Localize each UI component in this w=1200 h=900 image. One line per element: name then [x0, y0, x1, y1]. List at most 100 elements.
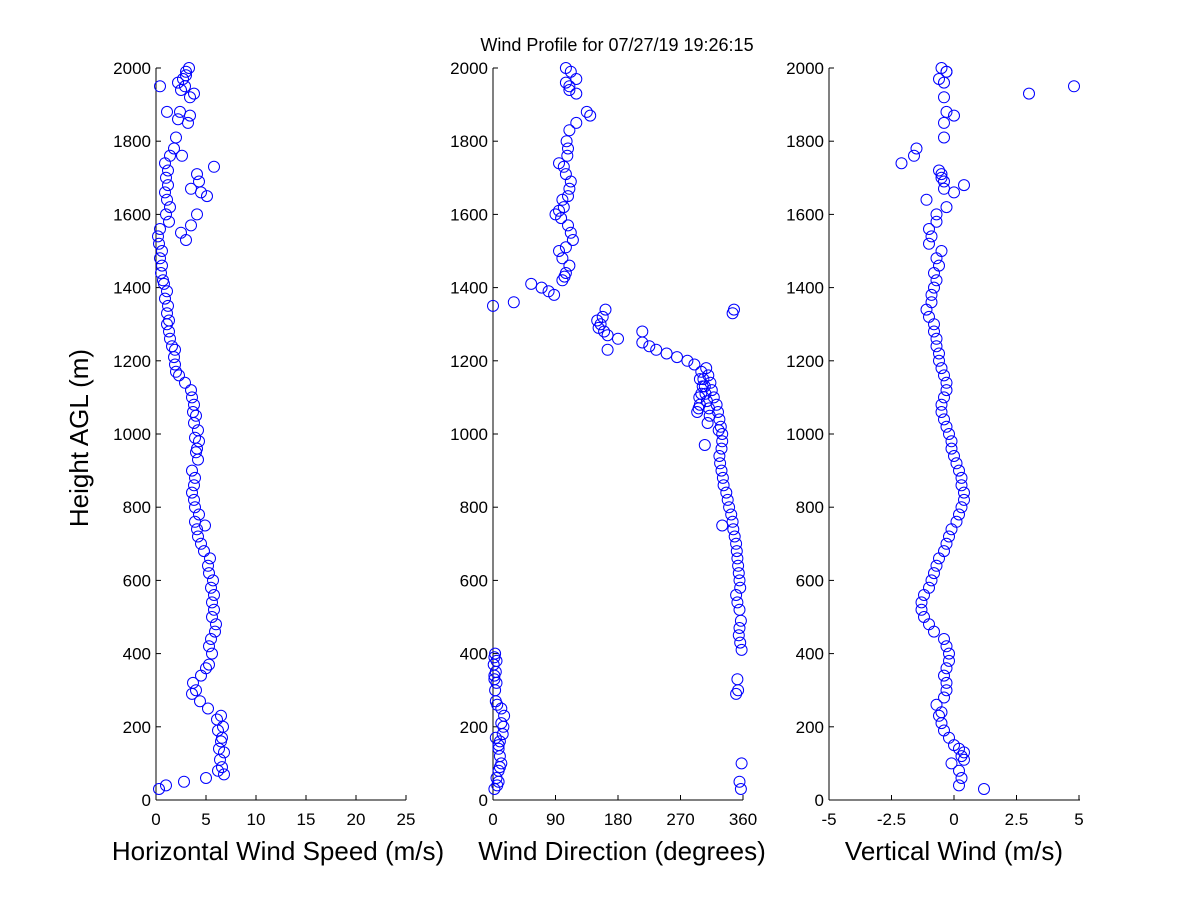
y-tick-label: 1600 [786, 205, 824, 224]
data-point [734, 783, 747, 795]
data-point [915, 603, 928, 616]
data-point [938, 633, 950, 645]
marker-group [487, 62, 748, 795]
data-point [928, 281, 940, 294]
x-tick-label: -2.5 [877, 810, 906, 829]
data-point [714, 457, 727, 470]
data-point [208, 603, 220, 616]
y-tick-label: 1200 [786, 352, 824, 371]
data-point [195, 537, 207, 550]
data-point [945, 757, 958, 770]
data-point [185, 384, 197, 397]
data-point [930, 340, 943, 353]
data-point [159, 186, 171, 199]
data-point [725, 508, 738, 521]
data-point [163, 314, 175, 327]
data-point [187, 676, 199, 689]
data-point [948, 450, 960, 462]
data-point [164, 201, 176, 214]
data-point [210, 618, 222, 631]
data-point [933, 354, 945, 367]
data-point [925, 288, 938, 301]
x-tick-label: 0 [151, 810, 160, 829]
data-point [938, 545, 950, 558]
y-tick-label: 800 [123, 498, 151, 517]
y-tick-label: 1600 [450, 205, 488, 224]
data-point [487, 299, 499, 312]
data-point [943, 654, 955, 667]
data-point [488, 673, 501, 686]
data-point [207, 574, 219, 587]
data-point [596, 310, 609, 323]
data-point [727, 523, 740, 536]
data-point [179, 376, 191, 389]
data-point [933, 73, 945, 85]
x-tick-label: 2.5 [1005, 810, 1029, 829]
data-point [933, 347, 945, 360]
data-point [172, 76, 184, 89]
data-point [978, 783, 990, 795]
y-tick-label: 400 [123, 645, 151, 664]
data-point [189, 431, 201, 444]
data-point [716, 428, 729, 440]
data-point [938, 182, 950, 195]
data-point [955, 772, 968, 784]
data-point [933, 164, 945, 177]
data-point [215, 709, 227, 722]
y-tick-label: 800 [460, 498, 488, 517]
data-point [154, 80, 166, 93]
data-point [958, 753, 970, 766]
y-tick-label: 1000 [113, 425, 151, 444]
data-point [1068, 80, 1080, 93]
data-point [188, 87, 200, 100]
x-tick-label: 270 [666, 810, 694, 829]
y-tick-label: 1800 [450, 132, 488, 151]
data-point [182, 116, 194, 129]
y-tick-label: 1200 [450, 352, 488, 371]
data-point [189, 501, 201, 514]
data-point [733, 574, 746, 587]
data-point [187, 406, 199, 418]
data-point [216, 761, 228, 774]
data-point [696, 380, 709, 393]
data-point [733, 775, 746, 788]
data-point [895, 157, 908, 170]
y-tick-label: 400 [796, 645, 824, 664]
data-point [592, 321, 605, 334]
data-point [203, 658, 215, 671]
data-point [191, 208, 203, 221]
y-tick-label: 2000 [450, 59, 488, 78]
data-point [950, 457, 963, 470]
data-point [715, 442, 728, 455]
data-point [170, 131, 182, 144]
data-point [185, 219, 197, 232]
data-point [563, 182, 576, 195]
data-point [933, 709, 945, 722]
y-tick-label: 800 [796, 498, 824, 517]
data-point [938, 91, 950, 104]
data-point [209, 625, 221, 638]
data-point [935, 362, 948, 375]
data-point [716, 519, 729, 532]
data-point [180, 69, 192, 82]
data-point [938, 413, 950, 426]
data-point [601, 343, 614, 356]
x-tick-label: 10 [247, 810, 266, 829]
data-point [930, 698, 943, 711]
data-point [915, 596, 928, 609]
data-point [945, 435, 958, 448]
data-point [930, 332, 943, 345]
data-point [566, 234, 579, 246]
data-point [928, 325, 940, 338]
data-point [938, 175, 950, 188]
data-point [938, 116, 950, 129]
data-point [925, 296, 938, 309]
data-point [491, 779, 504, 792]
data-point [163, 215, 175, 228]
y-tick-label: 600 [123, 571, 151, 590]
data-point [1023, 87, 1035, 100]
data-point [184, 109, 196, 122]
y-tick-label: 600 [796, 571, 824, 590]
data-point [188, 479, 200, 492]
